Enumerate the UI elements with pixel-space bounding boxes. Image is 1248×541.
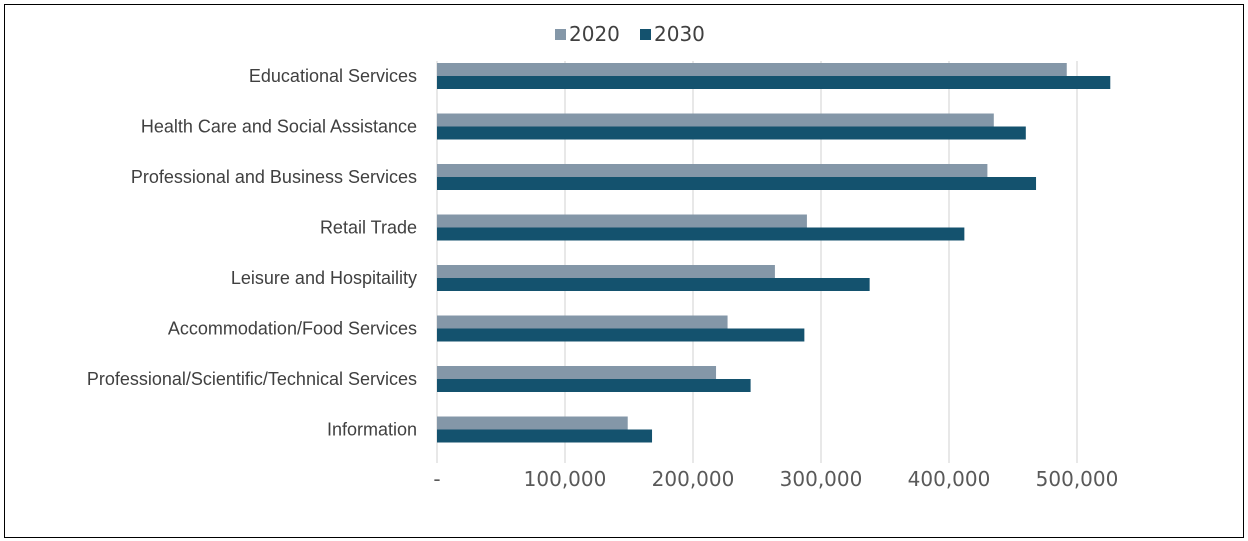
bar-2030 (437, 379, 751, 392)
category-label: Health Care and Social Assistance (141, 117, 417, 137)
bar-2020 (437, 63, 1067, 76)
x-tick-label: 500,000 (1036, 467, 1119, 491)
bar-chart: Educational Services Health Care and Soci… (87, 22, 1119, 491)
category-label: Educational Services (249, 66, 417, 86)
legend-label: 2030 (654, 22, 705, 46)
category-label: Accommodation/Food Services (168, 319, 417, 339)
bar-2030 (437, 429, 653, 443)
bar-2030 (437, 76, 1111, 89)
bar-2030 (437, 177, 1037, 190)
category-label: Professional/Scientific/Technical Servic… (87, 369, 417, 389)
category-labels: Educational Services Health Care and Soci… (87, 66, 417, 440)
category-label: Information (327, 420, 417, 440)
x-tick-label: 200,000 (652, 467, 735, 491)
legend: 2020 2030 (555, 22, 705, 46)
bar-2020 (437, 214, 807, 228)
x-tick-label: 300,000 (780, 467, 863, 491)
bar-2030 (437, 328, 805, 342)
category-label: Leisure and Hospitaility (231, 268, 417, 288)
legend-swatch (555, 29, 566, 40)
category-label: Professional and Business Services (131, 167, 417, 187)
x-tick-label: - (433, 467, 440, 491)
bars (437, 63, 1111, 443)
legend-swatch (640, 29, 651, 40)
bar-2020 (437, 113, 994, 127)
bar-2020 (437, 366, 717, 379)
chart-frame: Educational Services Health Care and Soci… (4, 4, 1244, 538)
bar-2030 (437, 227, 965, 241)
bar-2030 (437, 126, 1026, 140)
x-axis-tick-labels: - 100,000 200,000 300,000 400,000 500,000 (433, 467, 1118, 491)
bar-2020 (437, 265, 775, 278)
bar-2020 (437, 416, 628, 430)
bar-2030 (437, 278, 870, 291)
bar-2020 (437, 164, 988, 177)
legend-label: 2020 (569, 22, 620, 46)
x-tick-label: 400,000 (908, 467, 991, 491)
bar-2020 (437, 315, 728, 329)
category-label: Retail Trade (320, 218, 417, 238)
x-tick-label: 100,000 (524, 467, 607, 491)
